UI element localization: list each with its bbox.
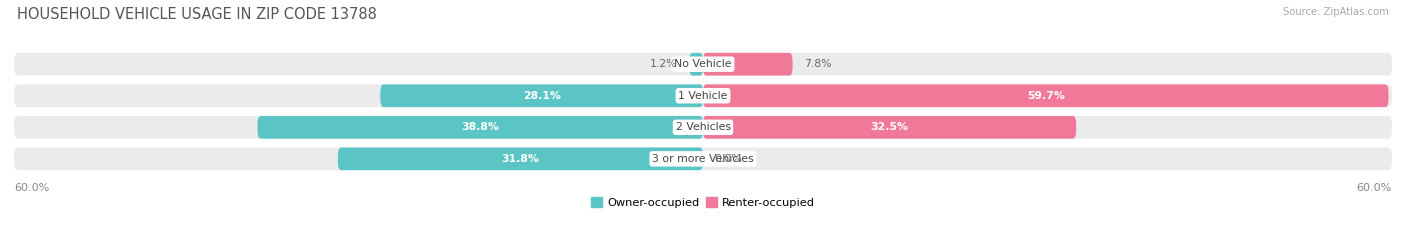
FancyBboxPatch shape (703, 116, 1076, 139)
Text: 60.0%: 60.0% (1357, 183, 1392, 194)
Text: HOUSEHOLD VEHICLE USAGE IN ZIP CODE 13788: HOUSEHOLD VEHICLE USAGE IN ZIP CODE 1378… (17, 7, 377, 22)
Text: 1.2%: 1.2% (650, 59, 678, 69)
Text: 7.8%: 7.8% (804, 59, 831, 69)
Text: 60.0%: 60.0% (14, 183, 49, 194)
Text: 3 or more Vehicles: 3 or more Vehicles (652, 154, 754, 164)
FancyBboxPatch shape (257, 116, 703, 139)
Text: 1 Vehicle: 1 Vehicle (678, 91, 728, 101)
Text: 59.7%: 59.7% (1026, 91, 1064, 101)
Text: 28.1%: 28.1% (523, 91, 561, 101)
FancyBboxPatch shape (14, 147, 1392, 170)
FancyBboxPatch shape (689, 53, 703, 76)
Text: Source: ZipAtlas.com: Source: ZipAtlas.com (1284, 7, 1389, 17)
Text: 32.5%: 32.5% (870, 122, 908, 132)
Text: No Vehicle: No Vehicle (675, 59, 731, 69)
Text: 31.8%: 31.8% (502, 154, 540, 164)
FancyBboxPatch shape (381, 84, 703, 107)
Text: 2 Vehicles: 2 Vehicles (675, 122, 731, 132)
FancyBboxPatch shape (703, 84, 1389, 107)
FancyBboxPatch shape (14, 84, 1392, 107)
FancyBboxPatch shape (703, 53, 793, 76)
Text: 38.8%: 38.8% (461, 122, 499, 132)
Text: 0.0%: 0.0% (714, 154, 742, 164)
Legend: Owner-occupied, Renter-occupied: Owner-occupied, Renter-occupied (591, 197, 815, 208)
FancyBboxPatch shape (337, 147, 703, 170)
FancyBboxPatch shape (14, 116, 1392, 139)
FancyBboxPatch shape (14, 53, 1392, 76)
